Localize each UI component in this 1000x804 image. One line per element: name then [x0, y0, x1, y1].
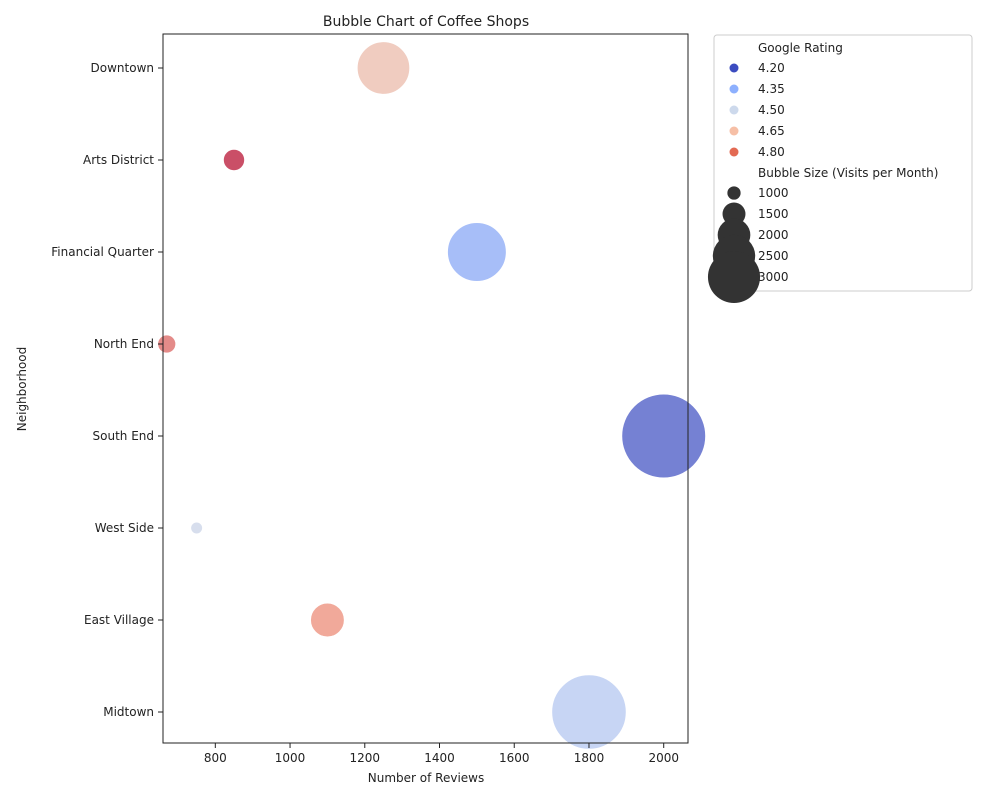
x-tick-label: 1000: [275, 751, 306, 765]
legend-size-label: 1000: [758, 186, 789, 200]
x-tick-label: 2000: [648, 751, 679, 765]
x-axis-title: Number of Reviews: [368, 771, 484, 785]
bubble-midtown: [551, 674, 627, 750]
y-tick-label: Financial Quarter: [51, 245, 154, 259]
legend-size-label: 2000: [758, 228, 789, 242]
legend-size-label: 1500: [758, 207, 789, 221]
legend-color-label: 4.80: [758, 145, 785, 159]
y-tick-label: North End: [94, 337, 154, 351]
legend-color-swatch: [729, 126, 739, 136]
bubble-north-end: [157, 334, 177, 354]
legend-color-title: Google Rating: [758, 41, 843, 55]
y-tick-label: West Side: [95, 521, 154, 535]
x-tick-label: 1800: [574, 751, 605, 765]
legend-color-label: 4.20: [758, 61, 785, 75]
plot-frame: [162, 33, 689, 744]
legend-color-swatch: [729, 63, 739, 73]
legend-size-swatch: [727, 186, 741, 200]
y-tick-label: East Village: [84, 613, 154, 627]
legend-size-swatch: [707, 250, 761, 304]
legend-size-label: 2500: [758, 249, 789, 263]
bubble-arts-district: [222, 148, 246, 172]
legend-color-swatch: [729, 147, 739, 157]
legend-frame: [713, 34, 973, 292]
legend-size-title: Bubble Size (Visits per Month): [758, 166, 938, 180]
legend-size-label: 3000: [758, 270, 789, 284]
y-tick-label: Midtown: [103, 705, 154, 719]
x-axis: 800 1000 1200 1400 1600 1800 2000: [204, 743, 679, 765]
bubble-south-end: [621, 393, 707, 479]
bubble-west-side: [190, 521, 204, 535]
legend-color-label: 4.65: [758, 124, 785, 138]
legend-size-entries: 1000 1500 2000 2500 3000: [707, 186, 789, 304]
plot-area: [157, 41, 707, 750]
y-tick-label: Downtown: [91, 61, 154, 75]
legend-color-label: 4.35: [758, 82, 785, 96]
legend-color-swatch: [729, 105, 739, 115]
x-tick-label: 1200: [350, 751, 381, 765]
legend-color-label: 4.50: [758, 103, 785, 117]
y-axis: Downtown Arts District Financial Quarter No…: [51, 61, 163, 719]
y-tick-label: Arts District: [83, 153, 154, 167]
x-tick-label: 1600: [499, 751, 530, 765]
legend-color-swatch: [729, 84, 739, 94]
y-axis-title: Neighborhood: [15, 347, 29, 432]
x-tick-label: 800: [204, 751, 227, 765]
y-tick-label: South End: [93, 429, 155, 443]
legend-color-entries: 4.20 4.35 4.50 4.65 4.80: [729, 61, 785, 159]
bubble-east-village: [309, 602, 345, 638]
legend: Google Rating 4.20 4.35 4.50 4.65 4.80 Bubbl…: [707, 34, 973, 304]
bubble-financial-quarter: [446, 222, 507, 282]
chart-title: Bubble Chart of Coffee Shops: [323, 14, 529, 30]
bubble-downtown: [356, 41, 411, 95]
x-tick-label: 1400: [424, 751, 455, 765]
